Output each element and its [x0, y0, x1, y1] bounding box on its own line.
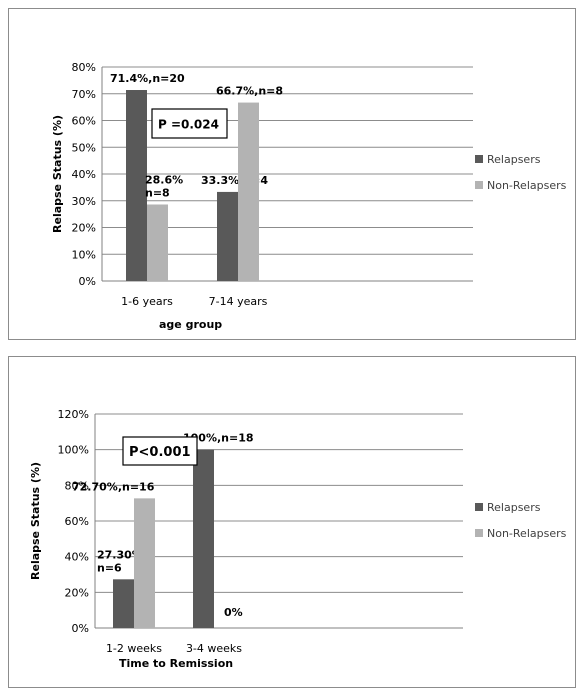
y-tick-label: 120%: [58, 408, 89, 421]
y-tick-label: 40%: [72, 168, 96, 181]
data-label: 28.6% n=8: [145, 173, 183, 199]
y-tick-label: 50%: [72, 141, 96, 154]
legend-label: Relapsers: [487, 501, 541, 514]
data-label: 100%,n=18: [183, 432, 254, 445]
y-tick-label: 0%: [79, 275, 96, 288]
y-tick-label: 60%: [72, 115, 96, 128]
legend-swatch: [475, 529, 483, 537]
p-value-box: [122, 436, 198, 466]
y-tick-label: 30%: [72, 195, 96, 208]
bar-relapsers-1: [193, 449, 214, 628]
chart-panel-age-group: 0% 10% 20% 30% 40% 50% 60% 70% 80% 71.4%,n=20 33.3…: [8, 8, 576, 340]
legend-swatch: [475, 181, 483, 189]
y-tick-label: 60%: [65, 515, 89, 528]
legend-swatch: [475, 503, 483, 511]
bar-non-relapsers-1: [238, 102, 259, 281]
y-axis-title: Relapse Status (%): [29, 462, 42, 580]
x-tick-label: 1-2 weeks: [106, 642, 162, 655]
bar-chart-age-group: 0%10%20%30%40%50%60%70%80%71.4%,n=2033.3…: [51, 61, 567, 331]
bar-non-relapsers-0: [134, 498, 155, 628]
data-label: 71.4%,n=20: [110, 72, 185, 85]
y-tick-label: 70%: [72, 88, 96, 101]
y-tick-label: 0%: [72, 622, 89, 635]
x-tick-label: 7-14 years: [209, 295, 268, 308]
bar-non-relapsers-0: [147, 204, 168, 281]
y-tick-label: 80%: [72, 61, 96, 74]
legend-label: Non-Relapsers: [487, 527, 567, 540]
data-label: 27.30% n=6: [97, 548, 143, 574]
y-axis-title: Relapse Status (%): [51, 115, 64, 233]
y-tick-label: 40%: [65, 551, 89, 564]
x-axis-title: age group: [159, 318, 222, 331]
chart-panel-time-to-remission: 0% 20% 40% 60% 80% 100% 120% 27.30% n=6 100%,n=18…: [8, 356, 576, 688]
bar-chart-time-to-remission: 0% 20% 40% 60% 80% 100% 120% 27.30% n=6 100%,n=18…: [29, 408, 567, 670]
y-tick-label: 80%: [65, 479, 89, 492]
y-tick-label: 20%: [72, 222, 96, 235]
y-tick-label: 20%: [65, 586, 89, 599]
x-tick-label: 1-6 years: [121, 295, 173, 308]
p-value-box: [151, 108, 228, 139]
legend-swatch: [475, 155, 483, 163]
data-label: 0%: [224, 606, 243, 619]
bar-relapsers-1: [217, 191, 238, 281]
y-tick-label: 10%: [72, 248, 96, 261]
y-tick-label: 100%: [58, 444, 89, 457]
x-axis-title: Time to Remission: [119, 657, 233, 670]
legend-label: Relapsers: [487, 153, 541, 166]
legend-label: Non-Relapsers: [487, 179, 567, 192]
bar-relapsers-0: [113, 579, 134, 628]
data-label: 72.70%,n=16: [72, 480, 155, 493]
bar-relapsers-0: [126, 90, 147, 281]
p-value-annotation: P<0.001: [129, 445, 191, 460]
x-tick-label: 3-4 weeks: [186, 642, 242, 655]
p-value-annotation: P =0.024: [158, 118, 219, 132]
data-label: 66.7%,n=8: [216, 85, 283, 98]
